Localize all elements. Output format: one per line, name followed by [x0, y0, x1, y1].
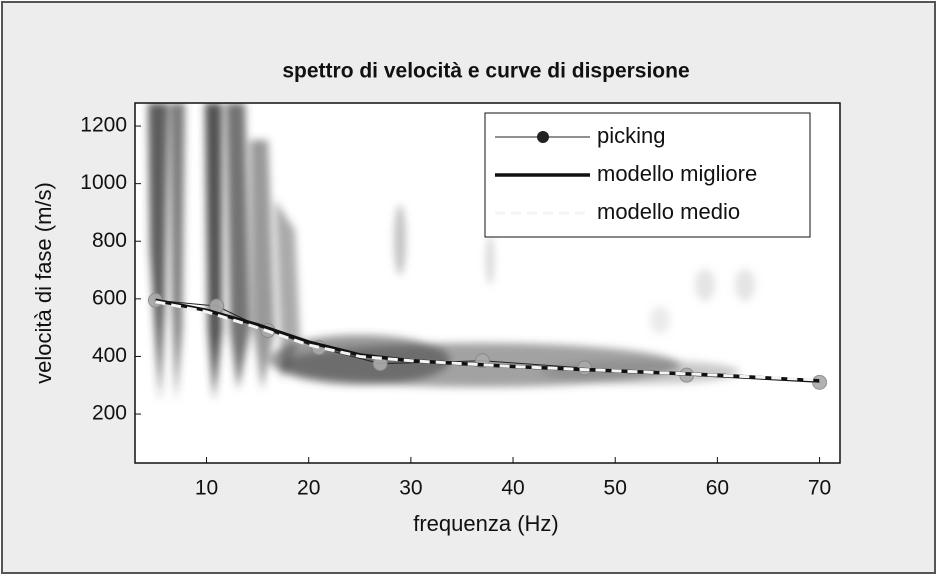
x-tick-label: 10	[195, 477, 218, 500]
y-tick-label: 600	[92, 286, 127, 309]
legend-label: modello migliore	[597, 161, 757, 186]
x-tick-label: 30	[399, 477, 422, 500]
x-tick-label: 20	[297, 477, 320, 500]
y-tick-label: 1200	[80, 114, 127, 137]
y-tick-label: 800	[92, 229, 127, 252]
data-point	[812, 374, 828, 390]
x-tick-label: 40	[501, 477, 524, 500]
x-tick-label: 60	[706, 477, 729, 500]
series-layer	[147, 292, 828, 390]
series-line	[155, 300, 820, 382]
plot-border	[134, 102, 841, 464]
legend-marker	[537, 131, 549, 143]
y-tick-label: 200	[92, 402, 127, 425]
y-axis-label: velocità di fase (m/s)	[31, 182, 56, 384]
legend-label: modello medio	[597, 199, 740, 224]
x-tick-label: 50	[604, 477, 627, 500]
chart-title: spettro di velocità e curve di dispersio…	[282, 60, 689, 83]
y-tick-label: 1000	[80, 171, 127, 194]
x-tick-label: 70	[808, 477, 831, 500]
legend-label: picking	[597, 123, 665, 148]
y-tick-label: 400	[92, 344, 127, 367]
x-axis-label: frequenza (Hz)	[413, 511, 559, 536]
